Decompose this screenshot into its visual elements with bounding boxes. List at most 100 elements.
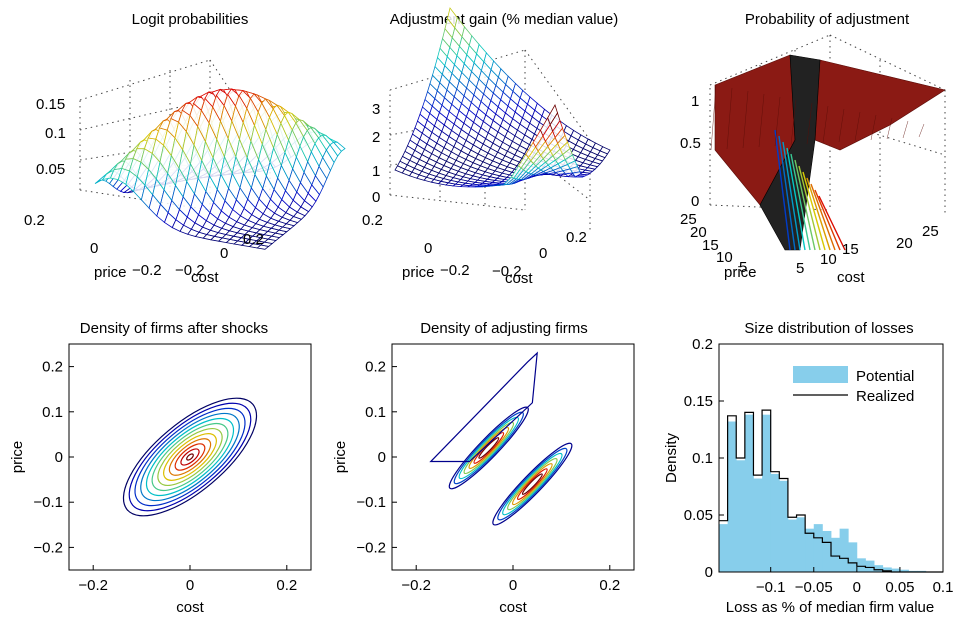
contour-line: [174, 443, 206, 471]
valley-stripe: [790, 153, 811, 251]
y-tick-label: 0.1: [365, 404, 386, 421]
contour-line: [453, 411, 524, 485]
x-tick-label: −0.2: [401, 577, 431, 594]
z-tick-label: 2: [372, 129, 380, 146]
contour-line: [516, 468, 548, 501]
contour-line: [140, 412, 240, 502]
x-tick-label: −0.05: [795, 579, 833, 596]
grid-line: [389, 49, 526, 91]
contour-line: [168, 438, 212, 476]
x-axis-label: Loss as % of median firm value: [726, 599, 934, 616]
contour-line: [492, 442, 573, 526]
y-tick-label: 0.15: [684, 393, 713, 410]
z-tick-label: 3: [372, 101, 380, 118]
bar: [865, 560, 875, 572]
plateau-mesh: [870, 114, 877, 141]
grid-line: [79, 59, 211, 101]
y-tick-label: 0: [90, 240, 98, 257]
contour-line: [180, 448, 200, 466]
y-tick-label: 0.1: [42, 404, 63, 421]
plot-frame: [68, 343, 312, 571]
valley-stripe: [774, 129, 791, 251]
y-axis-label: price: [724, 264, 757, 281]
x-tick-label: 0.05: [885, 579, 914, 596]
bar: [899, 569, 909, 572]
contour-outer: [429, 351, 538, 463]
x-axis-label: cost: [191, 269, 219, 286]
bar: [719, 524, 729, 572]
y-tick-label: −0.2: [356, 539, 386, 556]
y-axis-label: price: [9, 441, 26, 474]
y-tick-label: 0: [55, 449, 63, 466]
x-tick-label: 0.2: [599, 577, 620, 594]
panel-logit-probabilities: Logit probabilities 0.15 0.1 0.05 0.2 0 …: [24, 11, 346, 286]
contour-line: [163, 433, 217, 481]
plateau-mesh: [774, 96, 781, 147]
plateau-mesh: [806, 102, 813, 145]
valley-stripe: [810, 183, 836, 251]
y-tick-label: −0.2: [440, 262, 470, 279]
bar: [831, 537, 841, 572]
y-tick-label: 0.2: [365, 359, 386, 376]
y-tick-label: 0.2: [42, 359, 63, 376]
potential-bars: [719, 414, 927, 572]
valley-stripe: [818, 195, 846, 251]
y-tick-label: −0.2: [33, 539, 63, 556]
contour-line: [157, 428, 223, 486]
bar: [727, 421, 737, 572]
chart-title: Probability of adjustment: [745, 11, 910, 28]
y-tick-label: 25: [680, 211, 697, 228]
grid-line: [829, 119, 946, 156]
y-axis-label: Density: [663, 432, 680, 483]
valley-stripe: [782, 141, 801, 251]
valley-stripe: [802, 171, 826, 251]
contour-lines: [122, 397, 258, 517]
x-axis-label: cost: [505, 270, 533, 287]
y-axis-label: price: [402, 264, 435, 281]
panel-size-distribution: Size distribution of losses −0.1 −0.05 0 0.…: [663, 320, 953, 616]
contour-line: [507, 458, 558, 511]
grid-line: [389, 109, 526, 136]
x-tick-label: 0.1: [933, 579, 954, 596]
plateau-mesh: [710, 84, 717, 151]
y-tick-label: 15: [702, 237, 719, 254]
valley-walls: [759, 54, 821, 251]
surface-cell: [332, 141, 346, 152]
x-tick-label: 0.2: [243, 231, 264, 248]
legend-swatch-potential: [793, 366, 848, 383]
contour-line: [122, 397, 258, 517]
plateau-mesh: [790, 99, 797, 146]
plateau-mesh: [854, 111, 861, 142]
panel-adjustment-gain: Adjustment gain (% median value) 3 2 1 0…: [362, 7, 618, 287]
contour-line: [497, 447, 568, 521]
z-tick-label: 0.1: [45, 125, 66, 142]
surface-cell: [599, 146, 611, 155]
valley-stripe: [778, 135, 796, 251]
x-tick-label: 15: [842, 241, 859, 258]
x-tick-label: 0: [853, 579, 861, 596]
contour-lines: [429, 351, 573, 526]
realized-step-line: [719, 409, 943, 573]
valley-stripe: [814, 189, 841, 251]
legend-label: Realized: [856, 388, 914, 405]
y-tick-label: 0.2: [692, 336, 713, 353]
x-tick-label: 0: [220, 245, 228, 262]
grid-line: [524, 49, 591, 141]
bar: [874, 565, 884, 572]
z-tick-label: 1: [691, 93, 699, 110]
y-tick-label: −0.2: [132, 262, 162, 279]
bar: [779, 480, 789, 572]
y-tick-label: 0.1: [692, 450, 713, 467]
bar: [744, 414, 754, 572]
z-tick-label: 0.15: [36, 96, 65, 113]
chart-title: Logit probabilities: [132, 11, 249, 28]
y-axis-label: price: [94, 264, 127, 281]
bar: [839, 528, 849, 572]
valley-stripe: [786, 147, 806, 251]
x-tick-label: −0.2: [175, 262, 205, 279]
x-tick-label: −0.2: [78, 577, 108, 594]
chart-title: Adjustment gain (% median value): [390, 11, 618, 28]
y-tick-label: 0: [705, 564, 713, 581]
chart-title: Size distribution of losses: [744, 320, 913, 337]
